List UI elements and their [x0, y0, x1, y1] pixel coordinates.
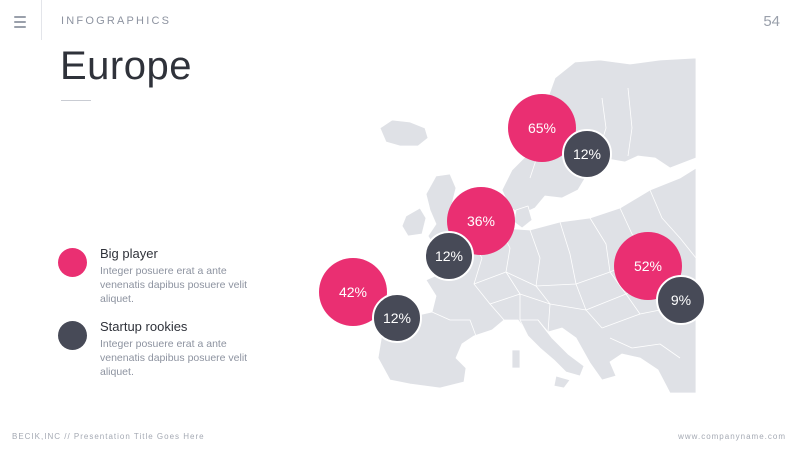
marker-east-startup: 9% — [656, 275, 706, 325]
title-underline — [61, 100, 91, 101]
marker-iberia-startup: 12% — [372, 293, 422, 343]
legend-dot-big-player — [58, 248, 87, 277]
map-sicily — [553, 375, 571, 389]
legend-description: Integer posuere erat a ante venenatis da… — [100, 338, 248, 378]
footer-website[interactable]: www.companyname.com — [678, 432, 786, 441]
legend-dot-startup-rookies — [58, 321, 87, 350]
legend-title: Big player — [100, 246, 158, 261]
page-number: 54 — [763, 13, 780, 30]
section-label: INFOGRAPHICS — [61, 15, 172, 27]
map-sardinia — [511, 349, 521, 369]
map-iceland — [379, 119, 429, 147]
map-ireland — [401, 207, 427, 237]
page-title: Europe — [60, 44, 192, 88]
marker-central-startup: 12% — [424, 231, 474, 281]
footer-company: BECIK,INC // Presentation Title Goes Her… — [12, 432, 205, 441]
header-divider — [41, 0, 42, 40]
legend-title: Startup rookies — [100, 319, 188, 334]
marker-scandinavia-startup: 12% — [562, 129, 612, 179]
menu-icon[interactable] — [14, 16, 26, 28]
map-italy — [519, 319, 585, 377]
legend-description: Integer posuere erat a ante venenatis da… — [100, 265, 248, 305]
